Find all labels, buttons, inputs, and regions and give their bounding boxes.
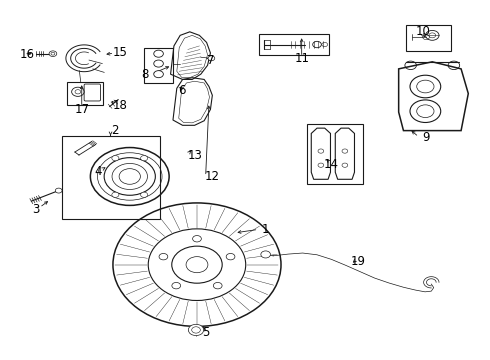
Circle shape — [55, 188, 62, 193]
Circle shape — [342, 149, 348, 153]
Circle shape — [154, 50, 163, 57]
Text: 7: 7 — [207, 54, 214, 67]
Text: 9: 9 — [423, 131, 430, 144]
Text: 15: 15 — [113, 46, 128, 59]
Circle shape — [208, 56, 215, 61]
Bar — [259, 34, 329, 55]
Text: 5: 5 — [202, 326, 209, 339]
Text: 3: 3 — [32, 203, 40, 216]
Text: 8: 8 — [142, 68, 149, 81]
Circle shape — [141, 156, 147, 161]
Circle shape — [154, 60, 163, 67]
Circle shape — [318, 149, 324, 153]
Text: 14: 14 — [324, 158, 339, 171]
Bar — [307, 123, 363, 184]
Circle shape — [49, 51, 57, 57]
Text: 13: 13 — [187, 149, 202, 162]
Text: 2: 2 — [112, 124, 119, 137]
Circle shape — [154, 71, 163, 78]
Text: 1: 1 — [262, 223, 270, 236]
Text: 11: 11 — [295, 52, 310, 65]
Bar — [406, 25, 451, 51]
Circle shape — [213, 283, 222, 289]
Circle shape — [112, 156, 119, 161]
Circle shape — [261, 251, 270, 258]
Bar — [67, 82, 103, 105]
Text: 19: 19 — [350, 255, 366, 267]
Text: 18: 18 — [113, 99, 128, 112]
Circle shape — [192, 327, 200, 333]
Circle shape — [172, 283, 181, 289]
Circle shape — [112, 192, 119, 197]
Text: 17: 17 — [74, 103, 89, 116]
Circle shape — [188, 324, 204, 336]
Circle shape — [342, 163, 348, 167]
Bar — [62, 136, 160, 219]
Circle shape — [193, 235, 201, 242]
Circle shape — [141, 192, 147, 197]
Text: 4: 4 — [95, 165, 102, 178]
Circle shape — [51, 52, 55, 55]
Bar — [144, 48, 173, 83]
Circle shape — [226, 253, 235, 260]
Circle shape — [318, 163, 324, 167]
Text: 12: 12 — [204, 170, 219, 183]
FancyBboxPatch shape — [84, 84, 100, 101]
Text: 10: 10 — [415, 25, 430, 38]
Circle shape — [186, 257, 208, 273]
Circle shape — [159, 253, 168, 260]
Text: 6: 6 — [178, 84, 185, 96]
Text: 16: 16 — [19, 48, 34, 61]
